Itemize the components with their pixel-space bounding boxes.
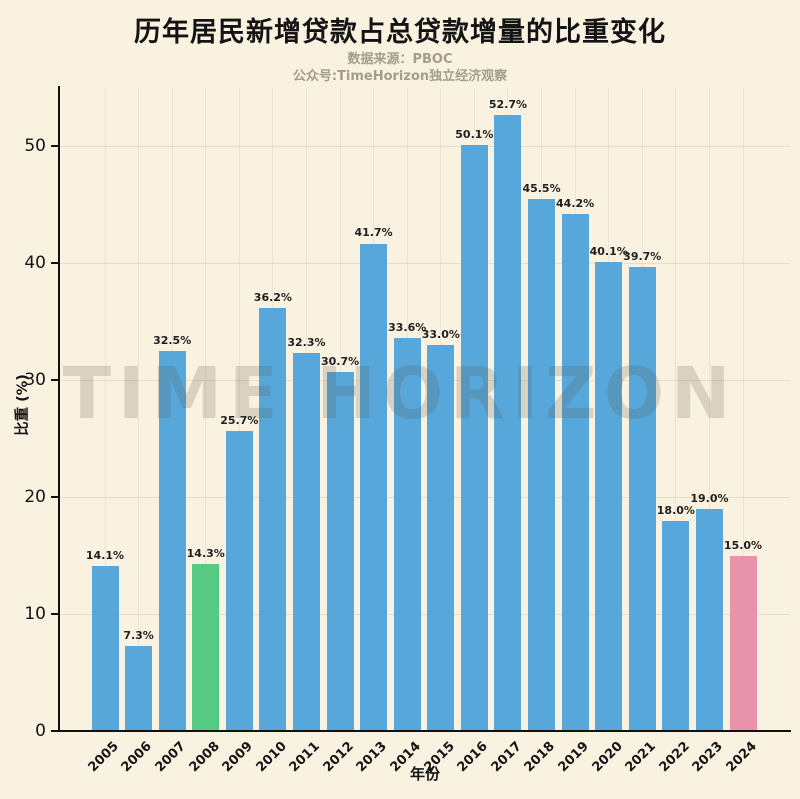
- y-grid-line: [60, 379, 790, 381]
- bar-2021: [628, 266, 656, 731]
- y-grid-line: [60, 496, 790, 498]
- bar-2011: [292, 353, 320, 731]
- chart-title: 历年居民新增贷款占总贷款增量的比重变化: [134, 17, 666, 48]
- x-axis-title: 年份: [409, 765, 440, 783]
- subtitle-source-label: 数据来源：PBOC: [347, 52, 453, 67]
- bar-value-label-2009: 25.7%: [220, 413, 259, 427]
- bar-value-label-2023: 19.0%: [690, 491, 729, 505]
- bar-value-label-2016: 50.1%: [455, 128, 494, 142]
- bar-2010: [259, 307, 287, 731]
- x-grid-line: [238, 88, 240, 731]
- bar-2019: [561, 214, 589, 731]
- bar-2018: [528, 199, 556, 731]
- x-grid-line: [104, 88, 106, 731]
- bar-value-label-2012: 30.7%: [320, 355, 360, 369]
- bar-value-label-2013: 41.7%: [354, 226, 393, 240]
- bar-value-label-2024: 15.0%: [723, 538, 763, 552]
- bar-2014: [393, 338, 421, 731]
- y-axis-title: 比重 (%): [15, 374, 31, 436]
- bar-value-label-2021: 39.7%: [623, 249, 662, 263]
- bar-value-label-2019: 44.2%: [556, 197, 595, 211]
- bar-value-label-2006: 7.3%: [123, 628, 154, 642]
- bar-value-label-2007: 32.5%: [153, 334, 192, 348]
- y-tick-label: 20: [24, 487, 46, 508]
- y-tick-label: 10: [24, 604, 46, 625]
- bar-2024: [729, 555, 757, 731]
- bar-value-label-2022: 18.0%: [656, 503, 695, 517]
- bar-2008: [192, 563, 220, 731]
- x-grid-line: [138, 88, 140, 731]
- y-tick-label: 30: [24, 370, 46, 391]
- bar-2013: [360, 243, 388, 731]
- y-axis-spine: [58, 86, 60, 732]
- bar-value-label-2008: 14.3%: [186, 546, 225, 560]
- y-tick-mark: [51, 262, 58, 265]
- bar-value-label-2011: 32.3%: [287, 336, 326, 350]
- y-tick-mark: [51, 496, 58, 499]
- bar-value-label-2010: 36.2%: [253, 290, 292, 304]
- bar-2012: [326, 372, 354, 731]
- bar-2023: [695, 508, 723, 731]
- bar-value-label-2005: 14.1%: [85, 549, 125, 563]
- plot-area: 14.1% 7.3% 32.5% 14.3% 25.7% 36.2% 32.3% 30.7% 4…: [60, 88, 790, 775]
- y-tick-mark: [51, 379, 58, 382]
- y-grid-line: [60, 262, 790, 264]
- bar-2009: [225, 430, 253, 731]
- x-grid-line: [675, 88, 677, 731]
- bar-2005: [91, 566, 119, 731]
- y-tick-mark: [51, 730, 58, 732]
- x-grid-line: [708, 88, 710, 731]
- bar-2022: [662, 520, 690, 731]
- bar-value-label-2020: 40.1%: [589, 245, 628, 259]
- bar-2006: [125, 645, 153, 731]
- y-tick-label: 50: [24, 136, 46, 157]
- x-grid-line: [742, 88, 744, 731]
- y-grid-line: [60, 145, 790, 147]
- bar-2007: [158, 351, 186, 731]
- chart-subtitle: 数据来源：PBOC 公众号:TimeHorizon独立经济观察: [0, 51, 800, 85]
- bar-2020: [595, 262, 623, 731]
- bar-2016: [460, 145, 488, 731]
- y-tick-label: 40: [24, 253, 46, 274]
- y-grid-line: [60, 613, 790, 615]
- y-tick-mark: [51, 145, 58, 148]
- bar-2017: [494, 114, 522, 731]
- x-axis-spine: [58, 730, 791, 732]
- x-grid-line: [205, 88, 207, 731]
- bar-value-label-2015: 33.0%: [421, 328, 460, 342]
- subtitle-account-label: 公众号:TimeHorizon独立经济观察: [292, 69, 508, 84]
- bar-value-label-2018: 45.5%: [522, 182, 561, 196]
- bar-value-label-2017: 52.7%: [488, 97, 528, 111]
- bar-value-label-2014: 33.6%: [388, 321, 427, 335]
- y-tick-label: 0: [35, 721, 46, 741]
- y-tick-mark: [51, 613, 58, 616]
- bar-2015: [427, 345, 455, 731]
